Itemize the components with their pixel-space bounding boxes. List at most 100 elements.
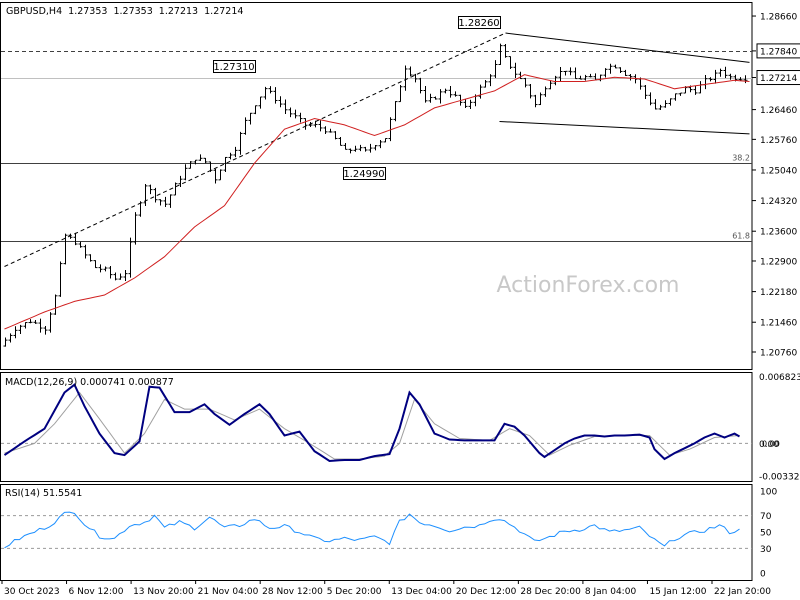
price-bar [398,84,403,103]
price-bar [613,64,618,69]
price-bar [153,187,158,203]
price-bar [48,312,53,333]
macd-axis-label: -0.003321 [759,472,800,482]
price-bar [63,233,68,265]
svg-text:1.27840: 1.27840 [760,47,797,57]
price-bar [208,161,213,172]
rsi-axis-label: 50 [760,529,772,539]
price-bar [523,77,528,88]
panel-titles: GBPUSD,H4 1.27353 1.27353 1.27213 1.2721… [5,6,243,499]
rsi-panel: 100 70 50 30 0 [1,488,777,580]
price-bar [188,161,193,169]
time-axis-label: 13 Nov 20:00 [130,580,194,597]
price-bar [113,272,118,281]
price-bar [373,144,378,151]
price-bar [693,85,698,95]
price-axis-highlight: 1.27214 [752,70,800,86]
price-bar [463,99,468,108]
price-bar [158,199,163,206]
price-bar [718,68,723,77]
price-bar [268,86,273,94]
time-axis-label: 20 Dec 12:00 [453,580,517,597]
price-bar [508,56,513,69]
price-bar [238,131,243,155]
price-bar [203,157,208,164]
price-bar [698,81,703,94]
svg-text:21 Nov 04:00: 21 Nov 04:00 [198,587,259,597]
price-bar [103,266,108,272]
price-bar [468,99,473,110]
price-axis-tick: 1.24320 [752,197,797,207]
price-bar [743,75,748,84]
time-axis-label: 5 Dec 20:00 [324,580,382,597]
svg-text:1.22900: 1.22900 [760,257,797,267]
price-bar [528,83,533,99]
price-bar [353,145,358,152]
svg-text:1.26460: 1.26460 [760,106,797,116]
price-bar [348,148,353,154]
time-axis-label: 22 Jan 20:00 [711,580,771,597]
price-axis-tick: 1.22900 [752,257,797,267]
price-bar [708,77,713,82]
price-bar [553,75,558,86]
price-bar [138,201,143,217]
price-bar [703,74,708,90]
fib-label-38.2: 38.2 [732,154,750,163]
price-bar [53,294,58,315]
watermark-layer: ActionForex.com [497,273,680,298]
price-bar [518,71,523,80]
price-bar [498,43,503,65]
price-axis-tick: 1.22180 [752,288,797,298]
svg-text:20 Dec 12:00: 20 Dec 12:00 [456,587,517,597]
svg-text:1.22180: 1.22180 [760,288,797,298]
price-bar [568,67,573,76]
price-bar [418,77,423,94]
macd-title: MACD(12,26,9) 0.000741 0.000877 [5,377,174,388]
price-bar [143,184,148,207]
price-bar [493,60,498,79]
price-bar [428,93,433,103]
svg-text:1.25040: 1.25040 [760,166,797,176]
price-bar [303,118,308,130]
price-bar [358,144,363,152]
annotation-1.24990: 1.24990 [343,167,386,180]
price-bar [548,80,553,90]
price-axis-tick: 1.26460 [752,106,797,116]
price-annotations: 1.28260 1.27310 1.24990 [213,16,501,180]
price-bar [408,66,413,77]
price-bar [288,107,293,118]
price-bar [298,112,303,123]
price-bar [263,86,268,100]
price-bar [643,84,648,99]
price-bar [543,86,548,97]
price-bar [93,260,98,269]
svg-text:1.20760: 1.20760 [760,348,797,358]
svg-text:1.27310: 1.27310 [213,62,254,73]
price-bar [133,212,138,245]
price-bar [343,142,348,150]
price-bar [228,152,233,160]
price-bar [413,73,418,83]
price-bar [608,63,613,74]
svg-text:1.24990: 1.24990 [343,169,384,180]
rsi-axis-label: 0 [760,570,766,580]
price-bar [278,96,283,108]
price-bar [658,104,663,110]
price-bar [598,74,603,82]
price-bar [128,237,133,278]
price-axis-tick: 1.25040 [752,166,797,176]
price-bar [313,120,318,128]
trendlines [4,32,750,267]
price-axis-tick: 1.20760 [752,348,797,358]
price-bar [223,156,228,173]
price-bar [258,96,263,109]
panel-frame-0 [0,2,753,370]
price-bar [403,65,408,91]
svg-text:28 Dec 20:00: 28 Dec 20:00 [520,587,581,597]
price-bar [503,44,508,58]
price-bar [218,169,223,181]
price-bar [573,67,578,80]
time-axis-label: 30 Oct 2023 [1,580,60,597]
price-bar [438,89,443,104]
